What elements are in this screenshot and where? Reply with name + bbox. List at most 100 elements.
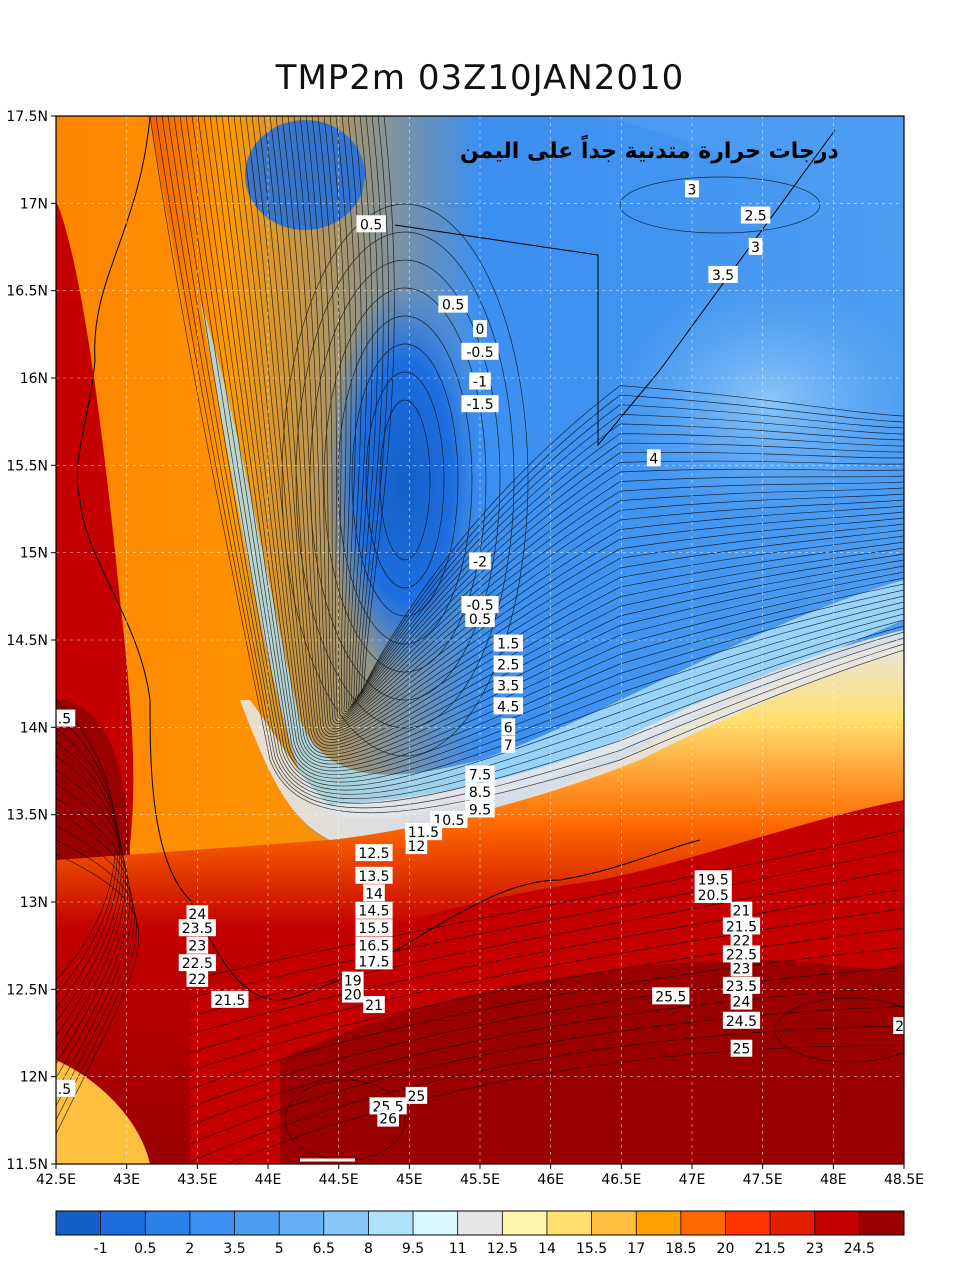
map-annotation: درجات حرارة متدنية جداً على اليمن	[460, 134, 839, 164]
field-transition-band	[200, 300, 904, 819]
contour-label-bg	[356, 215, 386, 233]
colorbar-label: 8	[364, 1241, 373, 1257]
contour-line	[56, 825, 135, 1107]
colorbar-label: 18.5	[665, 1241, 696, 1257]
contour-label-bg	[355, 952, 393, 970]
contour-label: 3.5	[712, 268, 734, 284]
contour-label-bg	[405, 837, 428, 855]
contour-line	[619, 176, 821, 234]
contour-line	[337, 315, 473, 645]
contour-label: 9.5	[469, 802, 491, 818]
colorbar-label: -1	[94, 1241, 108, 1257]
contour-line	[323, 116, 904, 717]
x-tick-label: 48.5E	[884, 1172, 924, 1188]
contour-label-bg	[740, 206, 771, 224]
x-tick-label: 46.5E	[601, 1172, 641, 1188]
contour-line	[191, 116, 904, 783]
colorbar-label: 9.5	[402, 1241, 424, 1257]
contour-label-bg	[355, 866, 393, 884]
contour-label: 26	[379, 1112, 397, 1128]
contour-line	[335, 116, 904, 712]
contour-label-bg	[685, 180, 699, 198]
y-axis: 11.5N 12N 12.5N 13N 13.5N 14N 14.5N 15N 15.5N 16N…	[6, 109, 56, 1173]
x-tick-label: 47.5E	[743, 1172, 783, 1188]
contour-line	[360, 116, 904, 695]
contour-label-bg	[730, 1039, 753, 1057]
colorbar-swatch	[546, 1211, 593, 1235]
contour-line	[275, 116, 904, 738]
contour-label-bg	[730, 959, 753, 977]
contour-line	[245, 116, 904, 752]
contour-line	[323, 287, 487, 673]
contour-label: 22	[188, 972, 206, 988]
colorbar-label: 15.5	[576, 1241, 607, 1257]
contour-label-bg	[56, 1079, 76, 1097]
contour-line	[263, 116, 904, 743]
contour-line	[56, 727, 120, 1009]
contour-label-bg	[469, 372, 491, 390]
contour-line	[189, 947, 904, 1090]
grid-lines	[56, 116, 904, 1164]
contour-line	[251, 116, 904, 749]
colorbar-swatch	[725, 1211, 771, 1235]
contour-line	[197, 116, 904, 779]
colorbar-label: 6.5	[313, 1241, 335, 1257]
contour-line	[379, 399, 431, 561]
colorbar: -1 0.5 2 3.5 5 6.5 8 9.5 11 12.5 14 15.5 17 18.5 20 21.…	[55, 1210, 905, 1257]
x-axis: 42.5E 43E 43.5E 44E 44.5E 45E 45.5E 46E 46.5E 47E…	[36, 1164, 924, 1188]
contour-label: 24	[733, 995, 751, 1011]
contour-label: .5	[58, 712, 71, 728]
contour-label: -0.5	[466, 345, 493, 361]
contour-label: 7.5	[469, 767, 491, 783]
contour-label-bg	[178, 954, 216, 972]
contour-label: -1	[473, 374, 487, 390]
colorbar-label: 5	[275, 1241, 284, 1257]
contour-label-bg	[893, 1017, 904, 1035]
contour-line	[299, 116, 904, 727]
y-tick-label: 12N	[20, 1070, 48, 1086]
contour-line	[358, 116, 904, 697]
contour-line	[189, 888, 904, 1035]
y-tick-label: 16N	[20, 371, 48, 387]
contour-line	[226, 1045, 904, 1164]
contour-label: 4.5	[497, 699, 519, 715]
colorbar-frame	[55, 1210, 905, 1236]
contour-line	[189, 927, 904, 1072]
colorbar-label: 17	[627, 1241, 645, 1257]
contour-line	[161, 116, 904, 804]
contour-label-bg	[473, 320, 487, 338]
contour-label: 13.5	[358, 869, 389, 885]
contour-label: 21	[365, 998, 383, 1014]
contour-line	[311, 116, 904, 722]
contour-label: 7	[504, 738, 513, 754]
y-tick-label: 13.5N	[6, 808, 48, 824]
contour-label-bg	[730, 931, 753, 949]
chart-title: TMP2m 03Z10JAN2010	[275, 58, 685, 98]
contour-label-bg	[722, 976, 761, 994]
contour-label-bg	[355, 936, 393, 954]
contour-line	[233, 116, 904, 758]
contour-label-bg	[722, 917, 761, 935]
contour-line	[305, 116, 904, 725]
contour-label-bg	[493, 655, 523, 673]
contour-label: 14.5	[358, 904, 389, 920]
contour-label-bg	[461, 395, 499, 413]
contour-line	[227, 116, 904, 761]
field-transition-pale	[240, 630, 904, 840]
contour-line	[167, 116, 904, 799]
contour-line	[347, 116, 904, 708]
colorbar-swatch	[457, 1211, 503, 1235]
contour-label-bg	[722, 945, 761, 963]
contour-label-bg	[730, 901, 753, 919]
contour-line	[341, 116, 904, 710]
contour-label-bg	[501, 718, 516, 736]
contour-label: 16.5	[358, 939, 389, 955]
y-tick-label: 12.5N	[6, 982, 48, 998]
colorbar-swatch	[814, 1211, 860, 1235]
colorbar-swatch	[368, 1211, 414, 1235]
contour-label: 22.5	[182, 956, 213, 972]
contour-label: 21	[733, 904, 751, 920]
x-tick-label: 45.5E	[460, 1172, 500, 1188]
contour-label: 2.5	[497, 657, 519, 673]
colorbar-label: 20	[717, 1241, 735, 1257]
